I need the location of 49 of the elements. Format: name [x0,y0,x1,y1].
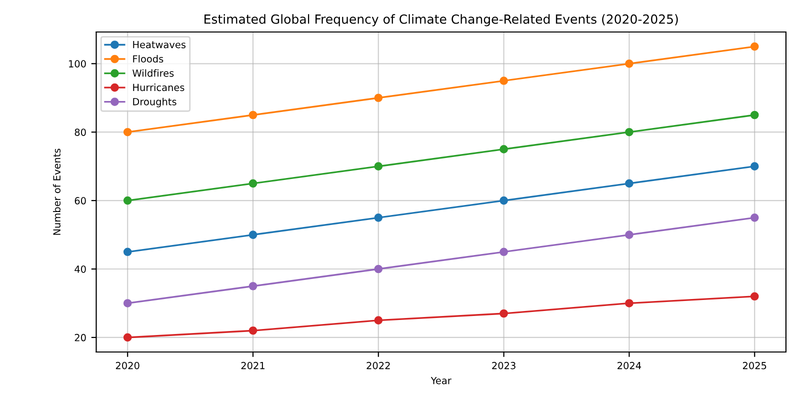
point [123,299,132,308]
point [750,42,759,51]
point [625,59,634,68]
legend-label: Droughts [133,98,176,108]
point [750,292,759,301]
point [374,264,383,274]
x-tick-label: 2022 [366,362,390,370]
point [248,326,258,335]
point [374,94,383,102]
x-axis-title: Year [430,376,452,384]
x-tick-label: 2025 [742,362,766,370]
chart-title: Estimated Global Frequency of Climate Change-Related Events (2020-2025) [204,14,678,26]
point [374,162,383,170]
y-tick-label: 100 [69,60,86,68]
y-tick-label: 60 [74,197,86,204]
point [750,162,759,170]
legend-label: Hurricanes [133,84,184,92]
point [248,282,258,290]
x-tick-label: 2021 [241,362,264,370]
point [123,248,132,256]
x-tick-label: 2023 [492,362,516,370]
point [123,128,132,136]
point [123,196,132,205]
y-axis-title: Number of Events [52,148,61,235]
point [500,145,508,154]
point [248,110,258,120]
point [625,230,634,239]
point [500,196,508,205]
point [500,309,508,318]
point [248,230,258,239]
point [625,179,634,188]
point [374,214,383,222]
x-tick-label: 2024 [618,362,642,370]
point [750,214,759,222]
point [123,333,132,342]
x-tick-label: 2020 [116,362,140,370]
legend-label: Wildfires [132,69,174,77]
point [248,179,258,188]
point [750,110,759,120]
y-tick-label: 80 [74,128,86,136]
point [625,128,634,136]
point [500,248,508,256]
legend-label: Heatwaves [133,41,186,48]
point [374,316,383,325]
point [500,76,508,85]
y-tick-label: 20 [74,334,86,342]
point [625,299,634,308]
legend-label: Floods [133,55,164,63]
y-tick-label: 40 [74,265,86,273]
